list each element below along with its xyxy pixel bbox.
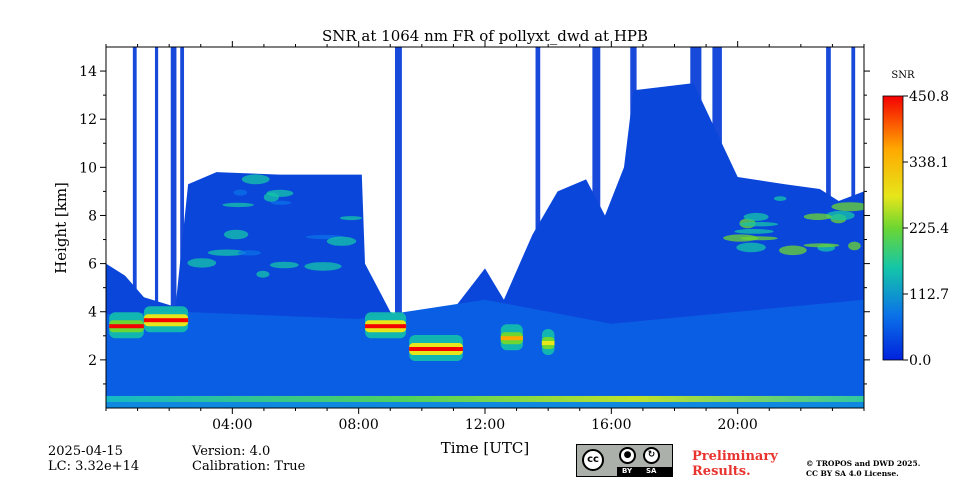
y-tick-label: 6 [88,257,97,273]
x-axis: 04:00 08:00 12:00 16:00 20:00 [105,41,865,433]
footer-info-mid: Version: 4.0 Calibration: True [192,444,305,474]
footer-info-left: 2025-04-15 LC: 3.32e+14 [48,444,139,474]
cirrus-blob [734,229,774,234]
y-tick-label: 10 [79,160,97,176]
y-tick-label: 12 [79,112,97,128]
colorbar-ticks: 0.0 112.7 225.4 338.1 450.8 [903,89,949,369]
cloud-core [143,318,189,323]
colorbar-gradient [882,95,904,361]
x-axis-label: Time [UTC] [441,439,530,457]
cloud-core [365,324,407,329]
sa-icon: ↻ [643,447,660,464]
cirrus-blob [326,236,357,246]
aerosol-layer [106,299,864,408]
cc-strip [617,467,672,476]
signal-streak [154,47,159,408]
cirrus-blob [736,242,766,253]
cirrus-blob [831,202,864,212]
by-tag: BY [622,467,633,475]
x-tick-label: 04:00 [212,417,252,433]
cirrus-blob [269,261,299,269]
cirrus-blob [237,250,261,256]
cloud-core [500,336,523,341]
x-tick-label: 08:00 [338,417,378,433]
footer-calibration: Calibration: True [192,459,306,474]
footer-date: 2025-04-15 [48,444,123,459]
cirrus-blob [241,174,270,185]
aerosol-body [106,83,864,408]
cirrus-blob [233,189,248,196]
cirrus-blob [826,210,855,221]
cloud-core [541,341,555,345]
colorbar-tick-label: 338.1 [909,155,949,171]
sa-tag: SA [646,467,657,475]
surface-band [106,401,864,408]
colorbar-label: SNR [891,70,915,81]
colorbar-tick-label: 225.4 [909,221,949,237]
colorbar-tick-label: 112.7 [909,287,949,303]
cirrus-blob [803,243,840,248]
cc-by-sa-logo: cc ● ↻ BY SA [576,444,673,477]
x-tick-label: 12:00 [465,417,505,433]
y-axis-label: Height [km] [52,182,70,274]
copyright-line2: CC BY SA 4.0 License. [806,469,899,478]
signal-streak [132,47,137,408]
cloud-core [409,347,463,351]
cloud-core [109,324,144,329]
footer-lc: LC: 3.32e+14 [48,459,140,474]
cirrus-blob [340,216,362,221]
cirrus-blob [256,270,270,278]
cirrus-blob [740,236,778,241]
copyright-notice: © TROPOS and DWD 2025. CC BY SA 4.0 Lice… [806,459,920,479]
signal-streak [394,47,402,408]
cirrus-blob [207,249,246,256]
cirrus-blob [848,241,861,251]
cirrus-blob [803,213,832,220]
cirrus-blob [779,245,807,256]
preliminary-line2: Results. [692,464,751,479]
signal-streak [180,47,185,408]
cloud-features [109,174,864,361]
colorbar-tick-label: 450.8 [909,89,949,105]
cirrus-blob [222,202,254,208]
cirrus-blob [743,212,769,221]
cirrus-blob [270,200,292,205]
colorbar: SNR 0.0 112.7 225.4 338.1 450.8 [882,70,949,369]
y-axis: 2 4 6 8 10 12 14 [79,64,870,385]
x-tick-label: 16:00 [591,417,631,433]
by-icon: ● [619,447,636,464]
preliminary-line1: Preliminary [692,449,778,464]
x-tick-label: 20:00 [717,417,757,433]
cc-icon: cc [582,449,604,471]
copyright-line1: © TROPOS and DWD 2025. [806,459,921,468]
cirrus-blob [774,196,787,202]
y-tick-label: 8 [88,208,97,224]
signal-streak [170,47,177,408]
cirrus-blob [739,222,779,227]
plot-area [106,47,864,408]
chart-title: SNR at 1064 nm FR of pollyxt_dwd at HPB [322,27,648,45]
cirrus-blob [266,189,294,197]
cirrus-blob [304,262,342,271]
y-tick-label: 2 [88,353,97,369]
colorbar-tick-label: 0.0 [909,353,931,369]
preliminary-notice: Preliminary Results. [692,449,778,479]
y-tick-label: 4 [88,305,97,321]
cirrus-blob [223,229,249,240]
cirrus-blob [187,258,217,268]
footer-version: Version: 4.0 [192,444,271,459]
y-tick-label: 14 [79,64,97,80]
